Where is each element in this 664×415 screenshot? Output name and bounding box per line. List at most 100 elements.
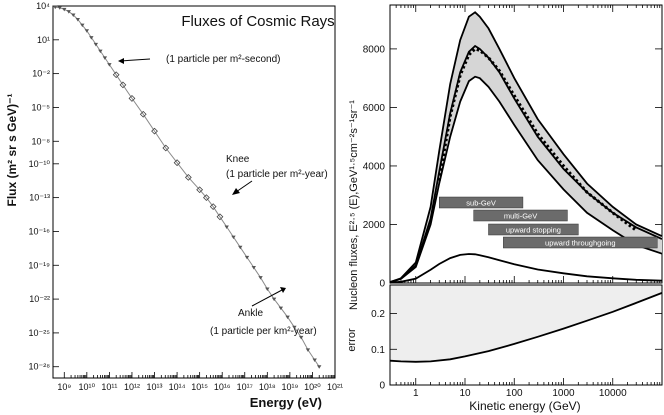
cosmic-ray-flux-chart: Fluxes of Cosmic Rays Energy (eV) Flux (… (5, 1, 343, 410)
right-x-tick-label: 100 (506, 388, 523, 399)
right-bottom-y-axis-label: error (346, 328, 358, 352)
right-x-tick-labels: 1 10 100 1000 10000 (389, 378, 661, 399)
annotation-arrow-3 (251, 289, 283, 307)
left-data-point (285, 315, 290, 320)
left-x-tick-label: 10¹⁸ (259, 382, 276, 392)
flux-line-2 (389, 75, 663, 283)
left-data-point (292, 325, 297, 330)
left-y-tick-label: 10⁴ (36, 1, 50, 11)
right-x-tick-label: 1 (413, 388, 419, 399)
error-area (390, 285, 662, 362)
left-data-point (98, 49, 103, 54)
left-data-point (62, 7, 67, 12)
left-data-point (107, 63, 112, 67)
event-band-label: upward throughgoing (545, 239, 615, 248)
left-y-tick-label: 10⁻¹⁰ (29, 159, 51, 169)
flux-line-4 (389, 253, 663, 284)
left-x-tick-label: 10¹³ (147, 382, 163, 392)
left-data-point (258, 276, 263, 280)
left-data-point (305, 348, 311, 352)
left-data-point (84, 29, 90, 33)
left-data-point (53, 5, 58, 10)
right-x-axis-label: Kinetic energy (GeV) (469, 399, 580, 413)
event-band-1 (473, 209, 568, 222)
right-bottom-y-tick-label: 0 (379, 381, 385, 392)
left-x-tick-label: 10¹⁶ (214, 382, 231, 392)
left-data-point (89, 36, 94, 40)
right-top-y-tick-label: 8000 (363, 44, 386, 55)
nucleon-flux-chart: sub-GeV multi-GeV upward stopping upward th… (348, 4, 663, 310)
left-x-tick-label: 10¹⁹ (281, 382, 298, 392)
left-data-point (298, 335, 304, 340)
left-y-tick-labels: 10⁴ 10¹ 10⁻² 10⁻⁵ 10⁻⁸ 10⁻¹⁰ 10⁻¹³ 10⁻¹⁶ 10⁻¹⁹ 10… (28, 1, 59, 372)
left-data-point (119, 81, 127, 89)
annotation-arrowhead-2 (232, 188, 240, 195)
error-chart: 0 0.1 0.2 1 10 100 1000 10000 error Kinetic en… (346, 284, 663, 413)
right-bottom-y-tick-label: 0.1 (371, 345, 385, 356)
right-x-tick-label: 10 (459, 388, 471, 399)
left-data-point (209, 203, 217, 211)
left-x-tick-label: 10¹⁰ (79, 382, 96, 392)
event-band-label: multi-GeV (504, 212, 537, 221)
left-data-point (80, 23, 85, 28)
left-data-point (224, 225, 229, 229)
annotation-per-m2-year: (1 particle per m²-year) (226, 169, 328, 180)
left-x-axis-label: Energy (eV) (250, 395, 322, 410)
right-top-y-tick-label: 2000 (363, 220, 386, 231)
error-line (389, 292, 663, 363)
left-data-point (57, 6, 62, 10)
right-bottom-plot-border (389, 284, 663, 386)
left-y-tick-label: 10⁻²⁸ (28, 362, 50, 372)
right-top-y-tick-label: 4000 (363, 161, 386, 172)
left-y-tick-label: 10⁻¹⁶ (29, 226, 51, 236)
flux-line-3 (437, 47, 638, 232)
right-top-y-axis-label: Nucleon fluxes, E²·⁵ (E),GeV¹·⁵cm⁻²s⁻¹sr… (348, 100, 360, 310)
left-y-tick-label: 10⁻⁵ (32, 102, 51, 112)
flux-lines (389, 11, 663, 284)
left-data-point (66, 10, 71, 14)
left-x-tick-labels: 10⁹ 10¹⁰ 10¹¹ 10¹² 10¹³ 10¹⁴ 10¹⁵ 10¹⁶ 10¹⁷ 10¹⁸ 1… (57, 372, 343, 392)
event-band-0 (438, 196, 524, 209)
flux-line-1 (389, 11, 663, 283)
annotation-per-km2-year: (1 particle per km²-year) (210, 326, 317, 337)
left-x-tick-label: 10¹⁵ (191, 382, 208, 392)
left-y-tick-label: 10⁻²² (29, 294, 50, 304)
left-plot-frame (52, 5, 336, 379)
left-data-point (173, 159, 181, 167)
right-top-y-tick-label: 6000 (363, 103, 386, 114)
left-data-point (128, 95, 136, 102)
left-x-tick-label: 10¹⁷ (237, 382, 253, 392)
left-data-point (93, 42, 99, 47)
left-y-axis-label: Flux (m² sr s GeV)⁻¹ (5, 93, 19, 206)
event-band-2 (488, 223, 579, 236)
left-data-point (265, 287, 270, 291)
annotation-arrow-1 (119, 58, 151, 62)
left-data-point (151, 127, 158, 135)
left-data-point (102, 56, 108, 60)
left-fit-line (55, 6, 320, 367)
left-data-point (251, 266, 256, 270)
left-x-tick-label: 10⁹ (57, 382, 71, 392)
event-sample-bands: sub-GeV multi-GeV upward stopping upward th… (438, 196, 658, 249)
left-data-point (71, 13, 76, 18)
annotation-ankle: Ankle (238, 308, 263, 319)
left-data-point (238, 245, 243, 250)
left-data-point (244, 255, 250, 260)
left-data-point (271, 297, 277, 302)
left-data-point (278, 306, 284, 311)
left-data-points (53, 5, 322, 369)
left-data-point (75, 18, 81, 22)
left-data-point (216, 213, 224, 221)
right-top-y-tick-label: 0 (379, 279, 385, 290)
right-bottom-y-tick-label: 0.2 (371, 309, 385, 320)
left-chart-title: Fluxes of Cosmic Rays (181, 13, 334, 30)
left-y-tick-label: 10⁻⁸ (31, 136, 50, 146)
right-x-tick-label: 10000 (599, 388, 627, 399)
left-data-point (112, 71, 120, 79)
left-data-point (203, 194, 210, 202)
left-x-tick-label: 10²¹ (327, 382, 343, 392)
left-data-point (139, 110, 147, 118)
left-data-point (317, 365, 322, 369)
left-y-tick-label: 10¹ (37, 35, 50, 45)
